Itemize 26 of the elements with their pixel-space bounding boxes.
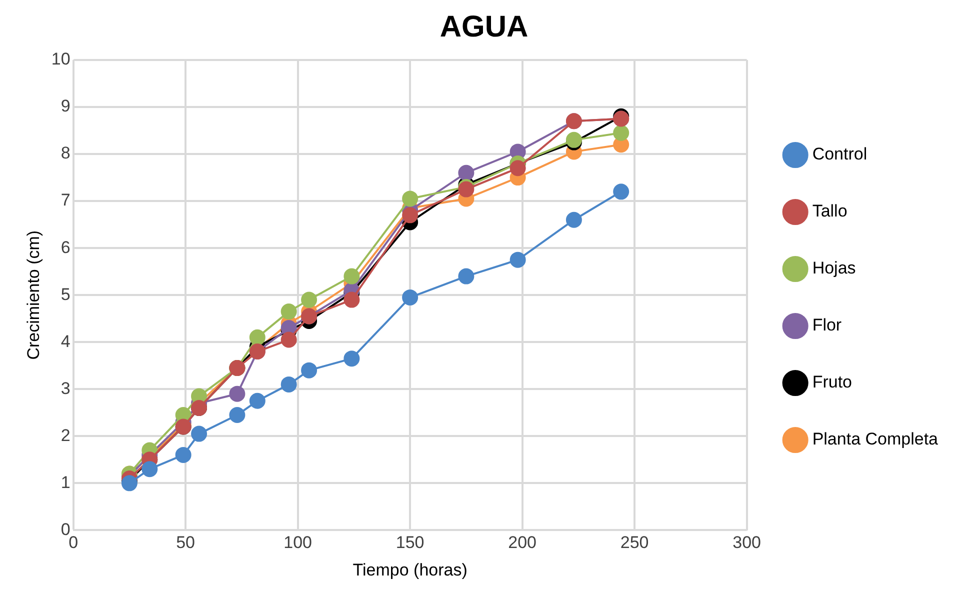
y-axis-title: Crecimiento (cm) <box>24 230 43 360</box>
y-tick-label: 2 <box>60 426 70 445</box>
x-tick-label: 250 <box>620 533 649 552</box>
legend-label: Planta Completa <box>812 430 939 449</box>
x-tick-label: 300 <box>732 533 762 552</box>
x-tick-label: 100 <box>284 533 312 552</box>
legend-label: Control <box>812 144 868 164</box>
y-tick-label: 0 <box>60 520 70 539</box>
x-axis-title: Tiempo (horas) <box>352 560 468 580</box>
y-tick-label: 10 <box>51 50 70 69</box>
y-tick-label: 7 <box>60 190 70 210</box>
y-tick-label: 6 <box>60 238 70 257</box>
legend-label: Fruto <box>812 372 852 392</box>
y-tick-label: 8 <box>60 144 70 163</box>
x-tick-label: 200 <box>508 533 537 552</box>
legend-label: Hojas <box>812 258 856 278</box>
y-tick-label: 1 <box>60 472 70 492</box>
y-tick-label: 9 <box>60 96 70 116</box>
x-tick-label: 50 <box>176 533 196 552</box>
y-tick-label: 4 <box>60 332 70 351</box>
y-tick-label: 5 <box>60 284 70 304</box>
x-tick-label: 150 <box>396 533 424 552</box>
legend-label: Flor <box>812 316 842 335</box>
chart-title: AGUA <box>440 10 528 44</box>
y-tick-label: 3 <box>60 378 70 398</box>
legend-label: Tallo <box>812 202 848 221</box>
